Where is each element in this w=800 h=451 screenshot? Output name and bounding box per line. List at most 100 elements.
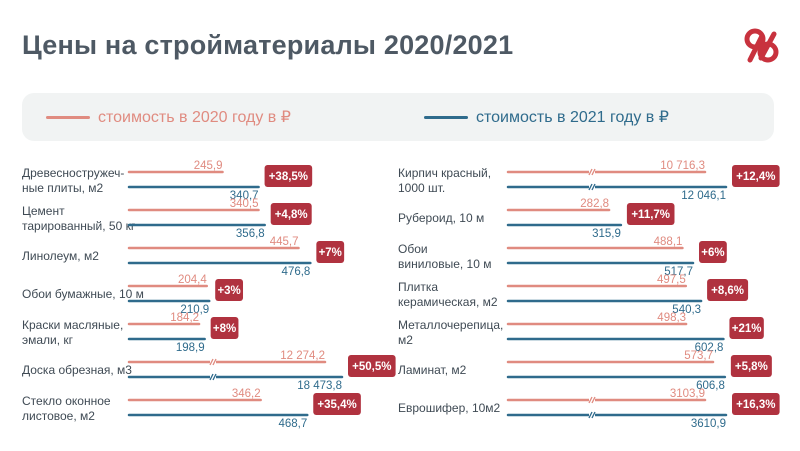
col2-row6-value-2021: 606,8 <box>696 380 725 392</box>
col2-row6-change-badge <box>730 355 772 377</box>
col2-row4-label: Плитка <box>398 280 438 294</box>
col1-row5-label: Краски масляные, <box>22 318 123 332</box>
col1-row1-value-2020: 245,9 <box>194 160 223 172</box>
col1-row6-change-badge <box>348 355 396 377</box>
col1-row1-change-text: +38,5% <box>269 171 308 183</box>
col2-row5-value-2020: 498,3 <box>657 312 686 324</box>
col2-row4-label: керамическая, м2 <box>398 295 498 309</box>
col2-row3-change-text: +6% <box>701 247 724 259</box>
legend-item-2021: стоимость в 2021 году в ₽ <box>424 93 669 141</box>
col2-row1-axis-break-mark <box>588 183 593 191</box>
col1-row7-change-text: +35,4% <box>317 399 356 411</box>
col2-row1-axis-break-gap <box>589 169 595 175</box>
col1-row6-axis-break-mark <box>212 358 217 366</box>
legend: стоимость в 2020 году в ₽ стоимость в 20… <box>22 93 774 141</box>
col1-row2-label: тарированный, 50 кг <box>22 219 136 233</box>
col1-row4-label: Обои бумажные, 10 м <box>22 287 144 301</box>
col2-row4-value-2020: 497,5 <box>657 274 686 286</box>
col1-row7-change-badge <box>313 393 361 415</box>
col1-row1-label: Древесностружеч- <box>22 166 124 180</box>
col2-row1-axis-break-mark <box>591 168 596 176</box>
col1-row7-value-2021: 468,7 <box>278 418 307 430</box>
col1-row5-value-2021: 198,9 <box>176 342 205 354</box>
col1-row2-change-badge <box>270 203 312 225</box>
col2-row5-change-badge <box>729 317 764 339</box>
col1-row3-value-2020: 445,7 <box>270 236 299 248</box>
legend-label-2020: стоимость в 2020 году в ₽ <box>98 109 291 126</box>
legend-swatch-2021 <box>424 115 468 119</box>
col1-row4-value-2021: 210,9 <box>180 304 209 316</box>
col2-row7-value-2021: 3610,9 <box>691 418 726 430</box>
col2-row1-axis-break-mark <box>591 183 596 191</box>
col1-row2-value-2020: 340,5 <box>230 198 259 210</box>
col1-row4-value-2020: 204,4 <box>178 274 207 286</box>
col1-row3-change-badge <box>316 241 345 263</box>
col2-row1-change-badge <box>732 165 780 187</box>
col2-row7-label: Еврошифер, 10м2 <box>398 401 501 415</box>
col2-row6-change-text: +5,8% <box>735 361 768 373</box>
col2-row3-change-badge <box>699 241 727 263</box>
col1-row6-axis-break-gap <box>210 359 216 365</box>
col2-row2-value-2020: 282,8 <box>580 198 609 210</box>
col2-row5-label: Металлочерепица, <box>398 318 503 332</box>
col1-row6-value-2020: 12 274,2 <box>280 350 325 362</box>
col1-row7-value-2020: 346,2 <box>232 388 261 400</box>
col2-row7-change-text: +16,3% <box>736 399 775 411</box>
col1-row6-axis-break-mark <box>209 358 214 366</box>
col2-row6-value-2020: 573,7 <box>684 350 713 362</box>
col1-row6-value-2021: 18 473,8 <box>297 380 342 392</box>
col2-row3-label: Обои <box>398 242 428 256</box>
col1-row4-change-badge <box>215 279 244 301</box>
col2-row7-axis-break-mark <box>591 396 596 404</box>
col1-row2-label: Цемент <box>22 204 65 218</box>
col1-row5-value-2020: 184,2 <box>170 312 199 324</box>
col1-row6-axis-break-gap <box>210 374 216 380</box>
col2-row7-axis-break-gap <box>589 397 595 403</box>
col2-row2-change-badge <box>626 203 675 225</box>
col1-row2-change-text: +4,8% <box>275 209 308 221</box>
col2-row5-value-2021: 602,8 <box>695 342 724 354</box>
col2-row2-label: Рубероид, 10 м <box>398 211 484 225</box>
legend-item-2020: стоимость в 2020 году в ₽ <box>46 93 291 141</box>
col2-row1-change-text: +12,4% <box>736 171 775 183</box>
col2-row3-label: виниловые, 10 м <box>398 257 492 271</box>
col2-row1-label: Кирпич красный, <box>398 166 491 180</box>
col1-row1-change-badge <box>264 165 313 187</box>
col1-row3-value-2021: 476,8 <box>282 266 311 278</box>
col1-row5-change-badge <box>210 317 239 339</box>
col2-row7-axis-break-gap <box>589 412 595 418</box>
col2-row3-value-2021: 517,7 <box>664 266 693 278</box>
col1-row7-label: Стекло оконное <box>22 394 111 408</box>
col1-row2-value-2021: 356,8 <box>236 228 265 240</box>
col2-row7-axis-break-mark <box>588 411 593 419</box>
col1-row4-change-text: +3% <box>217 285 240 297</box>
col1-row5-change-text: +8% <box>213 323 236 335</box>
col1-row3-label: Линолеум, м2 <box>22 249 99 263</box>
col2-row7-axis-break-mark <box>591 411 596 419</box>
col1-row6-change-text: +50,5% <box>352 361 391 373</box>
col1-row3-change-text: +7% <box>319 247 342 259</box>
col1-row5-label: эмали, кг <box>22 333 74 347</box>
col1-row6-axis-break-mark <box>209 373 214 381</box>
col2-row1-axis-break-mark <box>588 168 593 176</box>
page-title: Цены на стройматериалы 2020/2021 <box>22 30 514 60</box>
col2-row4-change-text: +8,6% <box>711 285 744 297</box>
col2-row6-label: Ламинат, м2 <box>398 363 467 377</box>
col2-row1-label: 1000 шт. <box>398 181 445 195</box>
col2-row4-change-badge <box>707 279 749 301</box>
col1-row6-label: Доска обрезная, м3 <box>22 363 132 377</box>
col2-row2-value-2021: 315,9 <box>592 228 621 240</box>
logo-icon <box>744 28 779 63</box>
col2-row7-change-badge <box>732 393 780 415</box>
col1-row7-label: листовое, м2 <box>22 409 95 423</box>
col2-row5-change-text: +21% <box>732 323 762 335</box>
col1-row1-value-2021: 340,7 <box>230 190 259 202</box>
col2-row1-value-2021: 12 046,1 <box>681 190 726 202</box>
col1-row1-label: ные плиты, м2 <box>22 181 104 195</box>
col2-row2-change-text: +11,7% <box>631 209 670 221</box>
col1-row6-axis-break-mark <box>212 373 217 381</box>
col2-row1-value-2020: 10 716,3 <box>660 160 705 172</box>
col2-row5-label: м2 <box>398 333 413 347</box>
col2-row3-value-2020: 488,1 <box>654 236 683 248</box>
